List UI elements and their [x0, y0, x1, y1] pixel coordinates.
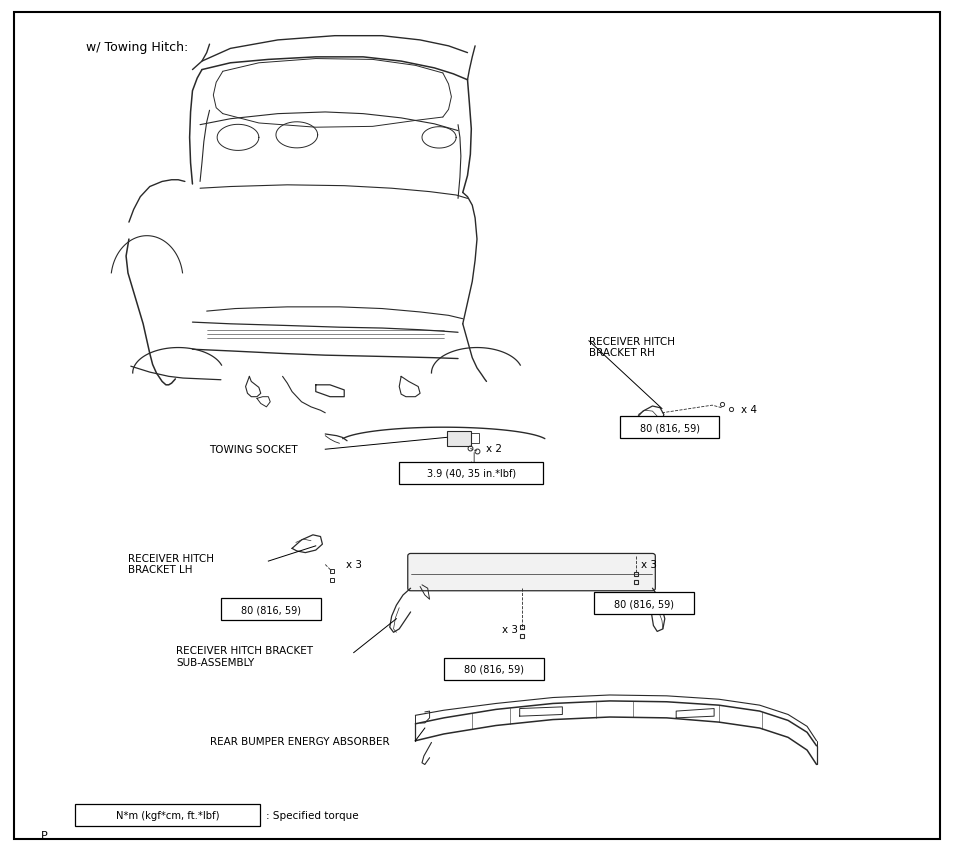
Bar [398, 463, 543, 485]
Text: x 3: x 3 [640, 559, 657, 569]
Text: 80 (816, 59): 80 (816, 59) [614, 599, 673, 608]
Text: N*m (kgf*cm, ft.*lbf): N*m (kgf*cm, ft.*lbf) [116, 810, 219, 820]
Text: 80 (816, 59): 80 (816, 59) [639, 423, 699, 433]
Text: RECEIVER HITCH BRACKET
SUB-ASSEMBLY: RECEIVER HITCH BRACKET SUB-ASSEMBLY [176, 646, 313, 667]
Bar [75, 804, 260, 826]
Text: x 3: x 3 [346, 559, 362, 569]
Bar [471, 434, 478, 444]
Text: x 2: x 2 [485, 444, 501, 454]
Bar [444, 658, 543, 680]
Text: w/ Towing Hitch:: w/ Towing Hitch: [86, 41, 189, 54]
Text: : Specified torque: : Specified torque [266, 810, 358, 820]
Text: TOWING SOCKET: TOWING SOCKET [210, 445, 298, 455]
FancyBboxPatch shape [407, 554, 655, 591]
Text: P: P [41, 830, 48, 840]
Text: 80 (816, 59): 80 (816, 59) [241, 605, 301, 614]
Text: x 4: x 4 [740, 404, 756, 414]
Bar [221, 599, 320, 621]
Text: 3.9 (40, 35 in.*lbf): 3.9 (40, 35 in.*lbf) [426, 469, 516, 478]
Text: REAR BUMPER ENERGY ABSORBER: REAR BUMPER ENERGY ABSORBER [210, 736, 389, 746]
Text: 80 (816, 59): 80 (816, 59) [463, 664, 523, 674]
Bar [619, 417, 719, 439]
Text: RECEIVER HITCH
BRACKET RH: RECEIVER HITCH BRACKET RH [588, 337, 674, 358]
Text: x 3: x 3 [501, 625, 517, 634]
Bar [446, 431, 471, 446]
Bar [594, 593, 693, 615]
Text: RECEIVER HITCH
BRACKET LH: RECEIVER HITCH BRACKET LH [128, 553, 213, 575]
